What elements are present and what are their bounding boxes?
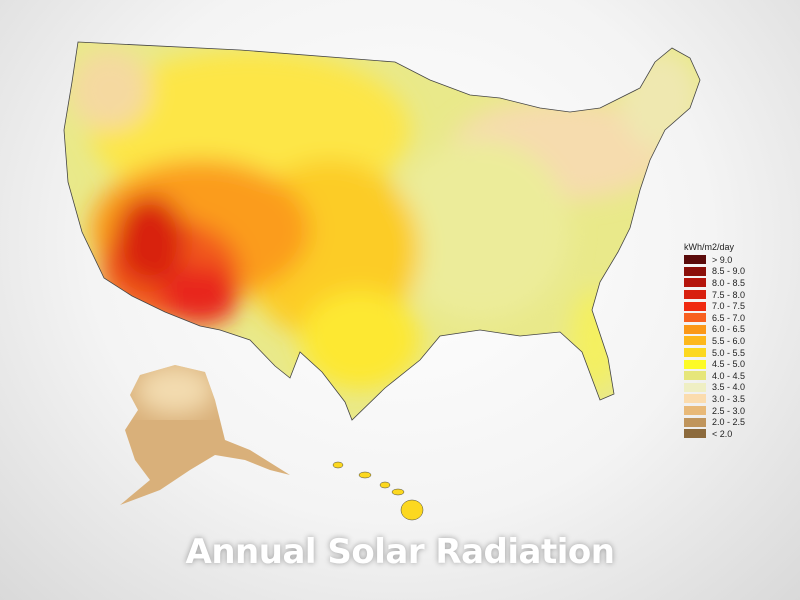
legend-item: 2.5 - 3.0 xyxy=(684,405,745,417)
legend-item: 3.0 - 3.5 xyxy=(684,393,745,405)
legend-title: kWh/m2/day xyxy=(684,242,735,252)
legend-item: 6.5 - 7.0 xyxy=(684,312,745,324)
legend-item: 7.5 - 8.0 xyxy=(684,289,745,301)
legend-swatch xyxy=(684,429,706,439)
legend-swatch xyxy=(684,348,706,358)
legend-swatch xyxy=(684,313,706,323)
legend-swatch xyxy=(684,278,706,288)
legend-swatch xyxy=(684,371,706,381)
legend-item: 7.0 - 7.5 xyxy=(684,300,745,312)
legend-item: 2.0 - 2.5 xyxy=(684,416,745,428)
legend-swatch xyxy=(684,255,706,265)
legend-item: 4.5 - 5.0 xyxy=(684,358,745,370)
legend-item: < 2.0 xyxy=(684,428,745,440)
legend-item: 4.0 - 4.5 xyxy=(684,370,745,382)
legend-label: 4.0 - 4.5 xyxy=(712,370,746,381)
legend-label: 6.5 - 7.0 xyxy=(712,312,746,323)
legend-label: 7.5 - 8.0 xyxy=(712,289,746,300)
hawaii xyxy=(332,461,424,521)
legend-label: 6.0 - 6.5 xyxy=(712,324,746,335)
legend: kWh/m2/day > 9.0 8.5 - 9.0 8.0 - 8.5 7.5 - … xyxy=(684,242,745,440)
legend-item: 5.5 - 6.0 xyxy=(684,335,745,347)
legend-swatch xyxy=(684,359,706,369)
legend-label: 2.5 - 3.0 xyxy=(712,405,746,416)
legend-label: 4.5 - 5.0 xyxy=(712,359,746,370)
legend-swatch xyxy=(684,266,706,276)
legend-item: 6.0 - 6.5 xyxy=(684,324,745,336)
legend-label: 7.0 - 7.5 xyxy=(712,301,746,312)
legend-label: 2.0 - 2.5 xyxy=(712,417,746,428)
legend-swatch xyxy=(684,336,706,346)
legend-swatch xyxy=(684,290,706,300)
legend-item: 8.0 - 8.5 xyxy=(684,277,745,289)
legend-item: 3.5 - 4.0 xyxy=(684,382,745,394)
legend-item: 8.5 - 9.0 xyxy=(684,266,745,278)
legend-item: 5.0 - 5.5 xyxy=(684,347,745,359)
legend-label: > 9.0 xyxy=(712,254,733,265)
legend-swatch xyxy=(684,324,706,334)
legend-label: 3.5 - 4.0 xyxy=(712,382,746,393)
page-title: Annual Solar Radiation xyxy=(185,532,615,572)
legend-swatch xyxy=(684,301,706,311)
legend-swatch xyxy=(684,394,706,404)
legend-label: 3.0 - 3.5 xyxy=(712,393,746,404)
legend-label: 8.0 - 8.5 xyxy=(712,277,746,288)
legend-swatch xyxy=(684,417,706,427)
legend-label: 5.5 - 6.0 xyxy=(712,335,746,346)
legend-label: 5.0 - 5.5 xyxy=(712,347,746,358)
legend-label: 8.5 - 9.0 xyxy=(712,266,746,277)
legend-swatch xyxy=(684,406,706,416)
contiguous-us xyxy=(64,42,700,420)
legend-item: > 9.0 xyxy=(684,254,745,266)
legend-label: < 2.0 xyxy=(712,428,733,439)
legend-swatch xyxy=(684,382,706,392)
